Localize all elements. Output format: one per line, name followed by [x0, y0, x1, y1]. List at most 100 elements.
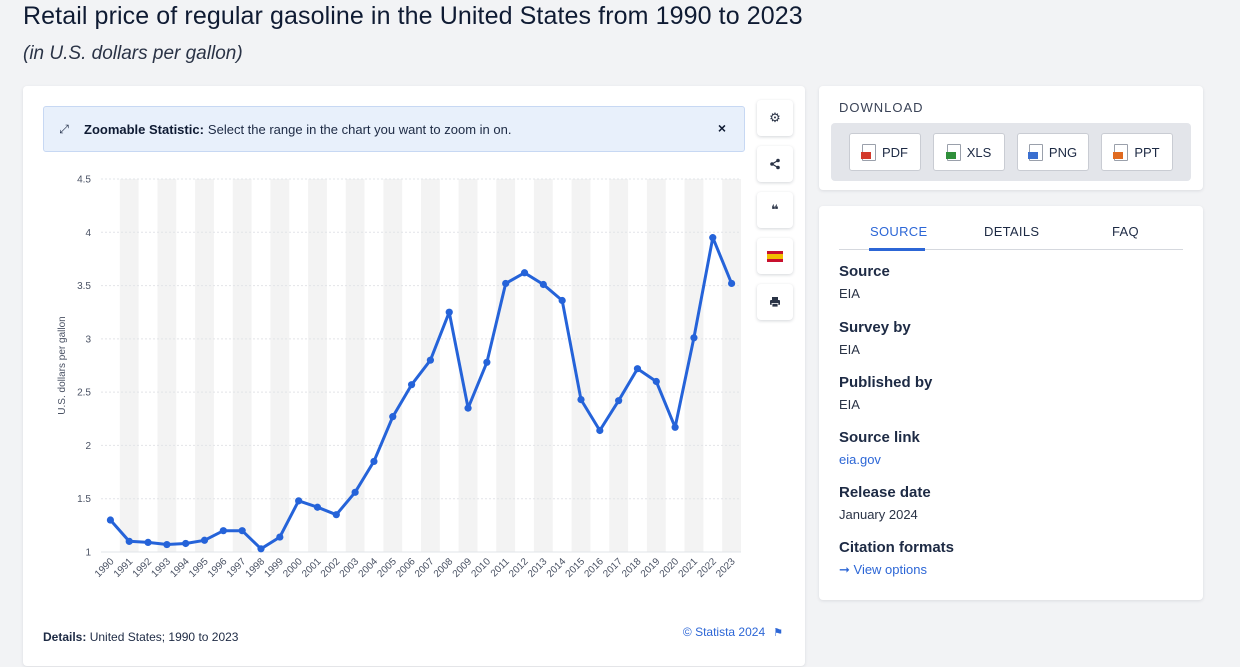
- line-chart[interactable]: 1 1.5 2 2.5 3 3.5 4 4.5 U.S. dollars per gallon 1…: [23, 86, 805, 616]
- x-tick-label: 2023: [714, 556, 738, 580]
- share-button[interactable]: [757, 146, 793, 182]
- print-icon: [770, 297, 780, 308]
- data-point: [295, 497, 303, 505]
- survey-block: Survey by EIA: [839, 319, 911, 357]
- data-point: [709, 234, 717, 242]
- source-block: Source EIA: [839, 263, 890, 301]
- x-tick-label: 2015: [564, 556, 588, 580]
- download-png-button[interactable]: PNG: [1017, 133, 1089, 171]
- download-ppt-button[interactable]: PPT: [1101, 133, 1173, 171]
- data-point: [671, 423, 679, 431]
- x-tick-label: 1998: [244, 556, 268, 580]
- source-value: EIA: [839, 286, 860, 301]
- y-tick-label: 4: [85, 228, 91, 239]
- tab-faq[interactable]: FAQ: [1112, 224, 1139, 239]
- download-pdf-button[interactable]: PDF: [849, 133, 921, 171]
- chart-card: ⤢ Zoomable Statistic: Select the range i…: [23, 86, 805, 666]
- data-point: [125, 537, 133, 545]
- y-axis-label: U.S. dollars per gallon: [57, 316, 68, 414]
- data-point: [257, 545, 265, 553]
- y-tick-label: 2: [85, 441, 91, 452]
- x-tick-label: 2013: [526, 556, 550, 580]
- column-stripe: [232, 179, 252, 552]
- download-title: DOWNLOAD: [839, 100, 924, 115]
- report-flag-icon[interactable]: ⚑: [773, 626, 783, 639]
- survey-label: Survey by: [839, 319, 911, 336]
- details-text: United States; 1990 to 2023: [89, 630, 239, 644]
- data-point: [144, 538, 152, 547]
- data-point: [502, 279, 510, 288]
- info-card: SOURCE DETAILS FAQ Source EIA Survey by …: [819, 206, 1203, 600]
- quote-icon: ❝: [771, 202, 779, 217]
- zoom-banner-close-button[interactable]: ×: [717, 120, 726, 136]
- x-tick-label: 2007: [413, 556, 437, 580]
- tab-details[interactable]: DETAILS: [984, 224, 1040, 239]
- data-point: [445, 308, 453, 316]
- ppt-file-icon: [1113, 143, 1129, 161]
- source-link[interactable]: eia.gov: [839, 452, 881, 467]
- x-tick-label: 2009: [451, 556, 475, 580]
- x-tick-label: 2001: [300, 556, 324, 580]
- view-options-link[interactable]: ➞ View options: [839, 562, 927, 577]
- data-point: [238, 527, 246, 535]
- column-stripe: [533, 179, 553, 552]
- y-tick-label: 3: [85, 334, 91, 345]
- statista-credit[interactable]: © Statista 2024 ⚑: [683, 625, 783, 639]
- published-label: Published by: [839, 374, 933, 391]
- data-point: [727, 279, 736, 288]
- zoom-banner-text: Select the range in the chart you want t…: [207, 121, 512, 137]
- info-tabs: SOURCE DETAILS FAQ: [839, 222, 1183, 251]
- expand-icon: ⤢: [59, 121, 69, 136]
- x-tick-label: 2019: [639, 556, 663, 580]
- data-point: [633, 365, 642, 373]
- x-tick-label: 1994: [168, 556, 192, 580]
- x-tick-label: 1991: [112, 556, 136, 580]
- download-xls-button[interactable]: XLS: [933, 133, 1005, 171]
- x-tick-label: 1995: [187, 556, 211, 580]
- published-value: EIA: [839, 397, 860, 412]
- x-tick-label: 2006: [394, 556, 418, 580]
- column-stripe: [609, 179, 629, 552]
- x-tick-label: 2008: [432, 556, 456, 580]
- data-point: [276, 533, 284, 541]
- column-stripe: [646, 179, 666, 552]
- column-stripe: [571, 179, 591, 552]
- data-point: [407, 381, 416, 389]
- data-point: [577, 396, 585, 404]
- column-stripe: [458, 179, 478, 552]
- x-tick-label: 2002: [319, 556, 343, 580]
- x-tick-label: 2016: [582, 556, 606, 580]
- data-point: [332, 511, 340, 519]
- png-file-icon: [1027, 143, 1043, 161]
- x-tick-label: 2003: [338, 556, 362, 580]
- language-button[interactable]: [757, 238, 793, 274]
- download-pdf-label: PDF: [882, 144, 908, 160]
- published-block: Published by EIA: [839, 374, 932, 412]
- data-point: [464, 404, 472, 412]
- data-point: [615, 397, 623, 405]
- column-stripe: [421, 179, 440, 552]
- page-subtitle: (in U.S. dollars per gallon): [23, 43, 243, 64]
- print-button[interactable]: [757, 284, 793, 320]
- release-block: Release date January 2024: [839, 484, 931, 522]
- data-point: [520, 269, 529, 277]
- source-link-label: Source link: [839, 429, 920, 446]
- zoom-banner: ⤢ Zoomable Statistic: Select the range i…: [43, 106, 745, 152]
- data-point: [370, 457, 378, 466]
- download-xls-label: XLS: [966, 144, 992, 160]
- citation-label: Citation formats: [839, 539, 955, 556]
- y-tick-label: 4.5: [77, 175, 91, 186]
- credit-text[interactable]: © Statista 2024: [682, 625, 766, 639]
- share-icon: [770, 158, 780, 170]
- flag-icon: [767, 250, 783, 262]
- cite-button[interactable]: ❝: [757, 192, 793, 228]
- data-point: [200, 536, 209, 544]
- column-stripe: [119, 179, 139, 552]
- x-tick-label: 2017: [601, 556, 625, 580]
- tab-source[interactable]: SOURCE: [870, 224, 928, 239]
- data-point: [558, 296, 566, 305]
- release-date-label: Release date: [839, 484, 931, 501]
- x-tick-label: 1999: [262, 556, 286, 580]
- settings-button[interactable]: ⚙: [757, 100, 793, 136]
- x-tick-label: 1993: [149, 556, 173, 580]
